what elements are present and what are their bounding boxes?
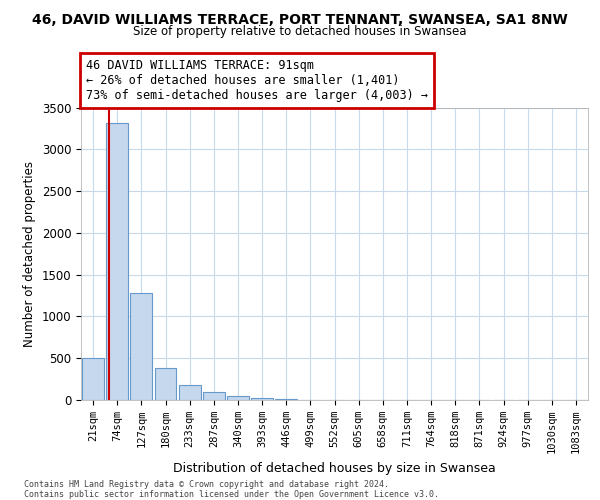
X-axis label: Distribution of detached houses by size in Swansea: Distribution of detached houses by size … [173,462,496,475]
Bar [130,293,152,400]
Bar [251,398,273,400]
Text: Contains HM Land Registry data © Crown copyright and database right 2024.
Contai: Contains HM Land Registry data © Crown c… [24,480,439,499]
Bar [179,386,200,400]
Text: Size of property relative to detached houses in Swansea: Size of property relative to detached ho… [133,25,467,38]
Bar [106,122,128,400]
Text: 46, DAVID WILLIAMS TERRACE, PORT TENNANT, SWANSEA, SA1 8NW: 46, DAVID WILLIAMS TERRACE, PORT TENNANT… [32,12,568,26]
Bar [82,358,104,400]
Bar [155,368,176,400]
Text: 46 DAVID WILLIAMS TERRACE: 91sqm
← 26% of detached houses are smaller (1,401)
73: 46 DAVID WILLIAMS TERRACE: 91sqm ← 26% o… [86,58,428,102]
Bar [203,392,224,400]
Bar [227,396,249,400]
Bar [275,399,297,400]
Y-axis label: Number of detached properties: Number of detached properties [23,161,36,347]
